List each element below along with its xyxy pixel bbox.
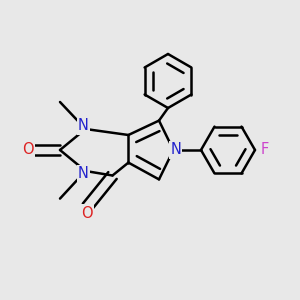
Text: F: F xyxy=(260,142,269,158)
Text: N: N xyxy=(78,118,88,134)
Text: N: N xyxy=(170,142,181,158)
Text: O: O xyxy=(22,142,34,158)
Text: O: O xyxy=(81,206,93,220)
Text: N: N xyxy=(78,167,88,182)
